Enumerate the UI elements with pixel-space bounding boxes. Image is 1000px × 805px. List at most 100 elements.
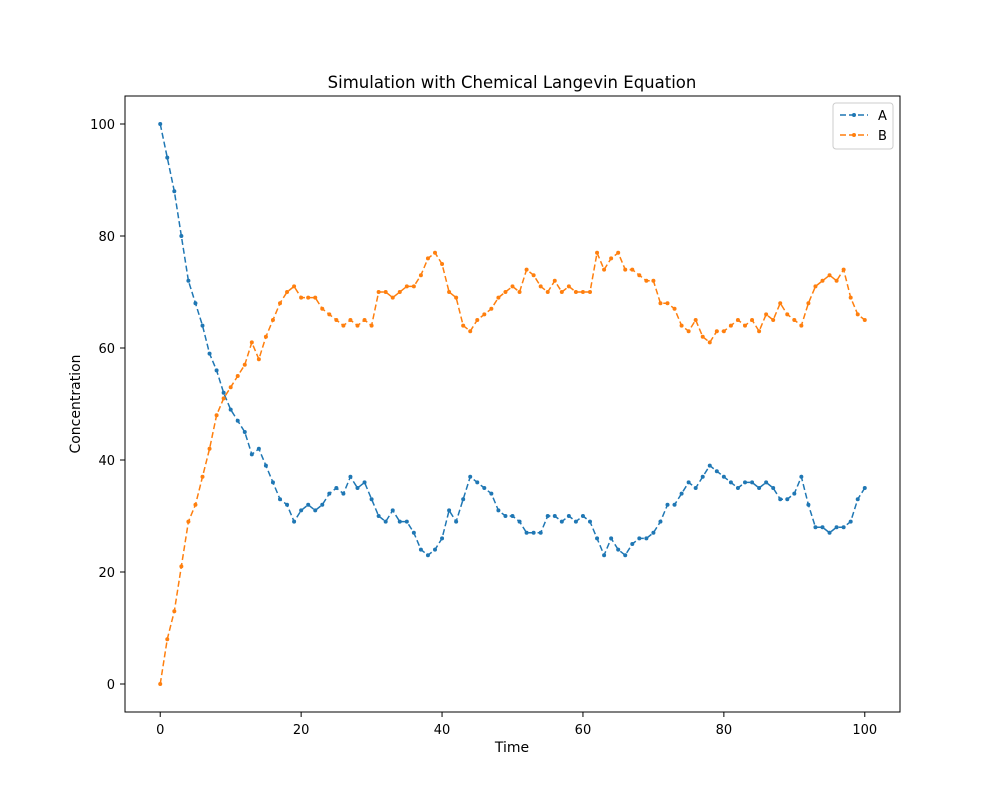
- data-point-b: [609, 256, 614, 261]
- data-point-a: [595, 536, 600, 541]
- data-point-a: [263, 463, 268, 468]
- data-point-a: [714, 469, 719, 474]
- data-point-a: [165, 155, 170, 160]
- data-point-a: [193, 301, 198, 306]
- data-point-a: [369, 497, 374, 502]
- y-tick-label: 40: [98, 454, 115, 469]
- data-point-a: [573, 519, 578, 524]
- data-point-b: [785, 312, 790, 317]
- data-point-a: [390, 508, 395, 513]
- data-point-a: [270, 480, 275, 485]
- data-point-a: [588, 519, 592, 524]
- data-point-a: [834, 525, 839, 530]
- data-point-a: [813, 525, 818, 530]
- y-tick-label: 0: [107, 678, 115, 693]
- data-point-a: [425, 553, 430, 558]
- data-point-a: [609, 536, 614, 541]
- data-point-a: [235, 418, 240, 423]
- data-point-b: [580, 290, 585, 294]
- data-point-b: [637, 273, 642, 278]
- data-point-a: [721, 474, 726, 479]
- data-point-a: [672, 502, 677, 507]
- data-point-b: [299, 295, 304, 300]
- axes-frame: [124, 95, 901, 713]
- data-point-b: [383, 290, 388, 294]
- data-point-b: [390, 295, 395, 300]
- data-point-a: [285, 502, 290, 507]
- data-point-b: [862, 318, 867, 322]
- data-point-b: [771, 318, 776, 322]
- data-point-b: [186, 519, 191, 524]
- data-point-a: [461, 497, 466, 502]
- data-point-b: [172, 609, 177, 614]
- data-point-a: [397, 519, 402, 524]
- data-point-b: [651, 278, 656, 283]
- data-point-b: [285, 290, 290, 294]
- data-point-b: [559, 290, 564, 294]
- data-point-b: [193, 502, 198, 507]
- data-point-b: [341, 323, 346, 328]
- plot-area: 0 20 40 60 80 100 0 20 40 60 80 100: [90, 95, 901, 738]
- data-point-b: [496, 295, 501, 300]
- data-point-a: [475, 480, 480, 485]
- data-point-b: [270, 318, 275, 322]
- data-point-b: [728, 323, 733, 328]
- data-point-b: [404, 284, 409, 289]
- legend-box: [832, 102, 894, 150]
- data-point-a: [651, 530, 656, 535]
- data-point-a: [341, 491, 346, 496]
- data-point-a: [750, 480, 755, 485]
- data-point-b: [700, 334, 705, 339]
- data-point-a: [362, 480, 367, 485]
- data-point-b: [207, 446, 212, 451]
- data-point-a: [411, 530, 416, 535]
- data-point-b: [616, 250, 621, 255]
- y-tick-label: 20: [98, 566, 115, 581]
- data-point-b: [306, 295, 311, 300]
- data-point-b: [256, 357, 261, 362]
- data-point-b: [855, 312, 860, 317]
- data-point-b: [799, 323, 804, 328]
- data-point-a: [686, 480, 691, 485]
- data-point-b: [158, 682, 163, 686]
- y-axis-ticks: 0 20 40 60 80 100: [90, 118, 125, 693]
- data-point-a: [510, 514, 515, 518]
- data-point-b: [440, 262, 445, 266]
- data-point-a: [637, 536, 642, 541]
- data-point-a: [735, 486, 740, 490]
- y-tick-label: 80: [98, 230, 115, 245]
- data-point-a: [207, 351, 212, 356]
- data-point-a: [355, 486, 360, 490]
- series-group: [158, 122, 867, 686]
- data-point-b: [348, 318, 353, 322]
- data-point-b: [707, 340, 712, 345]
- data-point-b: [263, 334, 268, 339]
- data-point-b: [757, 329, 762, 334]
- data-point-a: [545, 514, 550, 518]
- data-point-b: [165, 637, 170, 642]
- data-point-a: [278, 497, 282, 502]
- data-point-a: [855, 497, 860, 502]
- data-point-b: [827, 273, 832, 278]
- data-point-a: [792, 491, 797, 496]
- y-tick-label: 60: [98, 342, 115, 357]
- data-point-b: [179, 564, 184, 569]
- data-point-b: [573, 290, 578, 294]
- data-point-a: [658, 519, 663, 524]
- data-point-b: [623, 267, 628, 272]
- data-point-a: [785, 497, 790, 502]
- legend-label-a: A: [878, 109, 887, 124]
- data-point-a: [538, 530, 543, 535]
- data-point-b: [693, 318, 698, 322]
- legend: A B: [832, 102, 894, 150]
- data-point-a: [496, 508, 501, 513]
- data-point-a: [468, 474, 473, 479]
- data-point-a: [447, 508, 452, 513]
- data-point-b: [376, 290, 381, 294]
- data-point-a: [764, 480, 769, 485]
- data-point-a: [440, 536, 445, 541]
- data-point-b: [602, 267, 607, 272]
- data-point-a: [559, 519, 564, 524]
- data-point-a: [334, 486, 339, 490]
